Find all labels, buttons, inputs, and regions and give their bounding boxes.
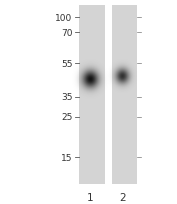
Text: 55: 55 <box>61 60 73 69</box>
Text: 15: 15 <box>61 153 73 162</box>
Text: 25: 25 <box>61 113 73 122</box>
Text: 2: 2 <box>119 192 126 202</box>
Text: 35: 35 <box>61 93 73 102</box>
Text: 1: 1 <box>87 192 93 202</box>
Bar <box>79 6 105 184</box>
Text: 70: 70 <box>61 29 73 38</box>
Bar <box>112 6 137 184</box>
Text: 100: 100 <box>55 13 73 22</box>
